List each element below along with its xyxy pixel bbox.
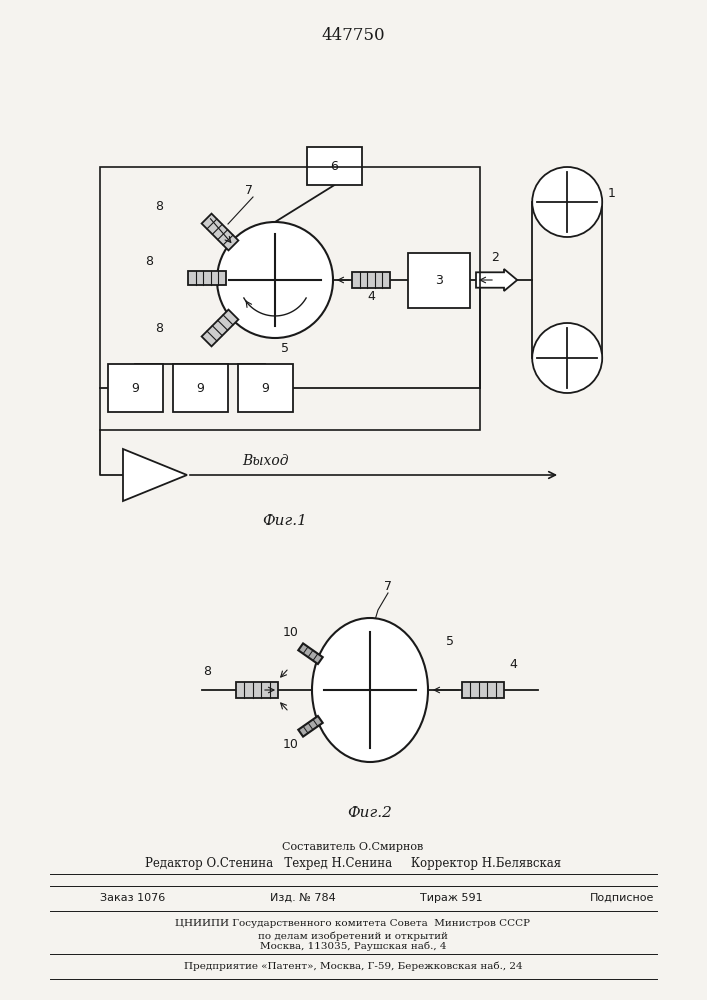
Text: 8: 8 — [203, 665, 211, 678]
Text: Выход: Выход — [242, 454, 288, 468]
Bar — [201, 310, 238, 346]
Polygon shape — [476, 269, 518, 291]
Bar — [307, 147, 362, 185]
Text: 9: 9 — [197, 381, 204, 394]
Text: 447750: 447750 — [321, 26, 385, 43]
Text: ЦНИИПИ Государственного комитета Совета  Министров СССР: ЦНИИПИ Государственного комитета Совета … — [175, 920, 530, 928]
Polygon shape — [123, 449, 187, 501]
Text: по делам изобретений и открытий: по делам изобретений и открытий — [258, 931, 448, 941]
Text: 9: 9 — [132, 381, 139, 394]
Bar — [298, 643, 322, 664]
Text: 7: 7 — [245, 184, 253, 197]
Text: 10: 10 — [283, 626, 298, 639]
Text: Фиг.2: Фиг.2 — [348, 806, 392, 820]
Text: Москва, 113035, Раушская наб., 4: Москва, 113035, Раушская наб., 4 — [259, 941, 446, 951]
Text: Предприятие «Патент», Москва, Г-59, Бережковская наб., 24: Предприятие «Патент», Москва, Г-59, Бере… — [184, 961, 522, 971]
Bar — [408, 253, 470, 308]
Bar — [188, 271, 226, 285]
Text: 10: 10 — [283, 738, 298, 751]
Bar — [352, 272, 390, 288]
Text: 4: 4 — [509, 658, 517, 671]
Text: Фиг.1: Фиг.1 — [262, 514, 308, 528]
Ellipse shape — [217, 222, 333, 338]
Text: 8: 8 — [155, 200, 163, 213]
Text: 7: 7 — [384, 580, 392, 593]
Circle shape — [532, 167, 602, 237]
Text: Изд. № 784: Изд. № 784 — [270, 893, 336, 903]
Text: Тираж 591: Тираж 591 — [420, 893, 483, 903]
Bar — [108, 364, 163, 412]
Bar — [201, 214, 238, 250]
Text: 4: 4 — [367, 290, 375, 303]
Bar — [173, 364, 228, 412]
Text: Подписное: Подписное — [590, 893, 655, 903]
Text: Составитель О.Смирнов: Составитель О.Смирнов — [282, 842, 423, 852]
Text: 2: 2 — [491, 251, 499, 264]
Text: 5: 5 — [281, 342, 289, 355]
Bar — [100, 167, 480, 430]
Text: 1: 1 — [607, 187, 615, 200]
Bar — [238, 364, 293, 412]
Text: 3: 3 — [435, 274, 443, 287]
Circle shape — [532, 323, 602, 393]
Text: 6: 6 — [331, 159, 339, 172]
Bar — [462, 682, 504, 698]
Text: 9: 9 — [262, 381, 269, 394]
Text: Редактор О.Стенина   Техред Н.Сенина     Корректор Н.Белявская: Редактор О.Стенина Техред Н.Сенина Корре… — [145, 857, 561, 870]
Bar — [298, 716, 322, 737]
Text: Составитель  О.Смирнов: Составитель О.Смирнов — [0, 999, 1, 1000]
Text: 5: 5 — [446, 635, 454, 648]
Text: 8: 8 — [155, 322, 163, 335]
Text: 8: 8 — [145, 255, 153, 268]
Text: Заказ 1076: Заказ 1076 — [100, 893, 165, 903]
Ellipse shape — [312, 618, 428, 762]
Bar — [236, 682, 278, 698]
